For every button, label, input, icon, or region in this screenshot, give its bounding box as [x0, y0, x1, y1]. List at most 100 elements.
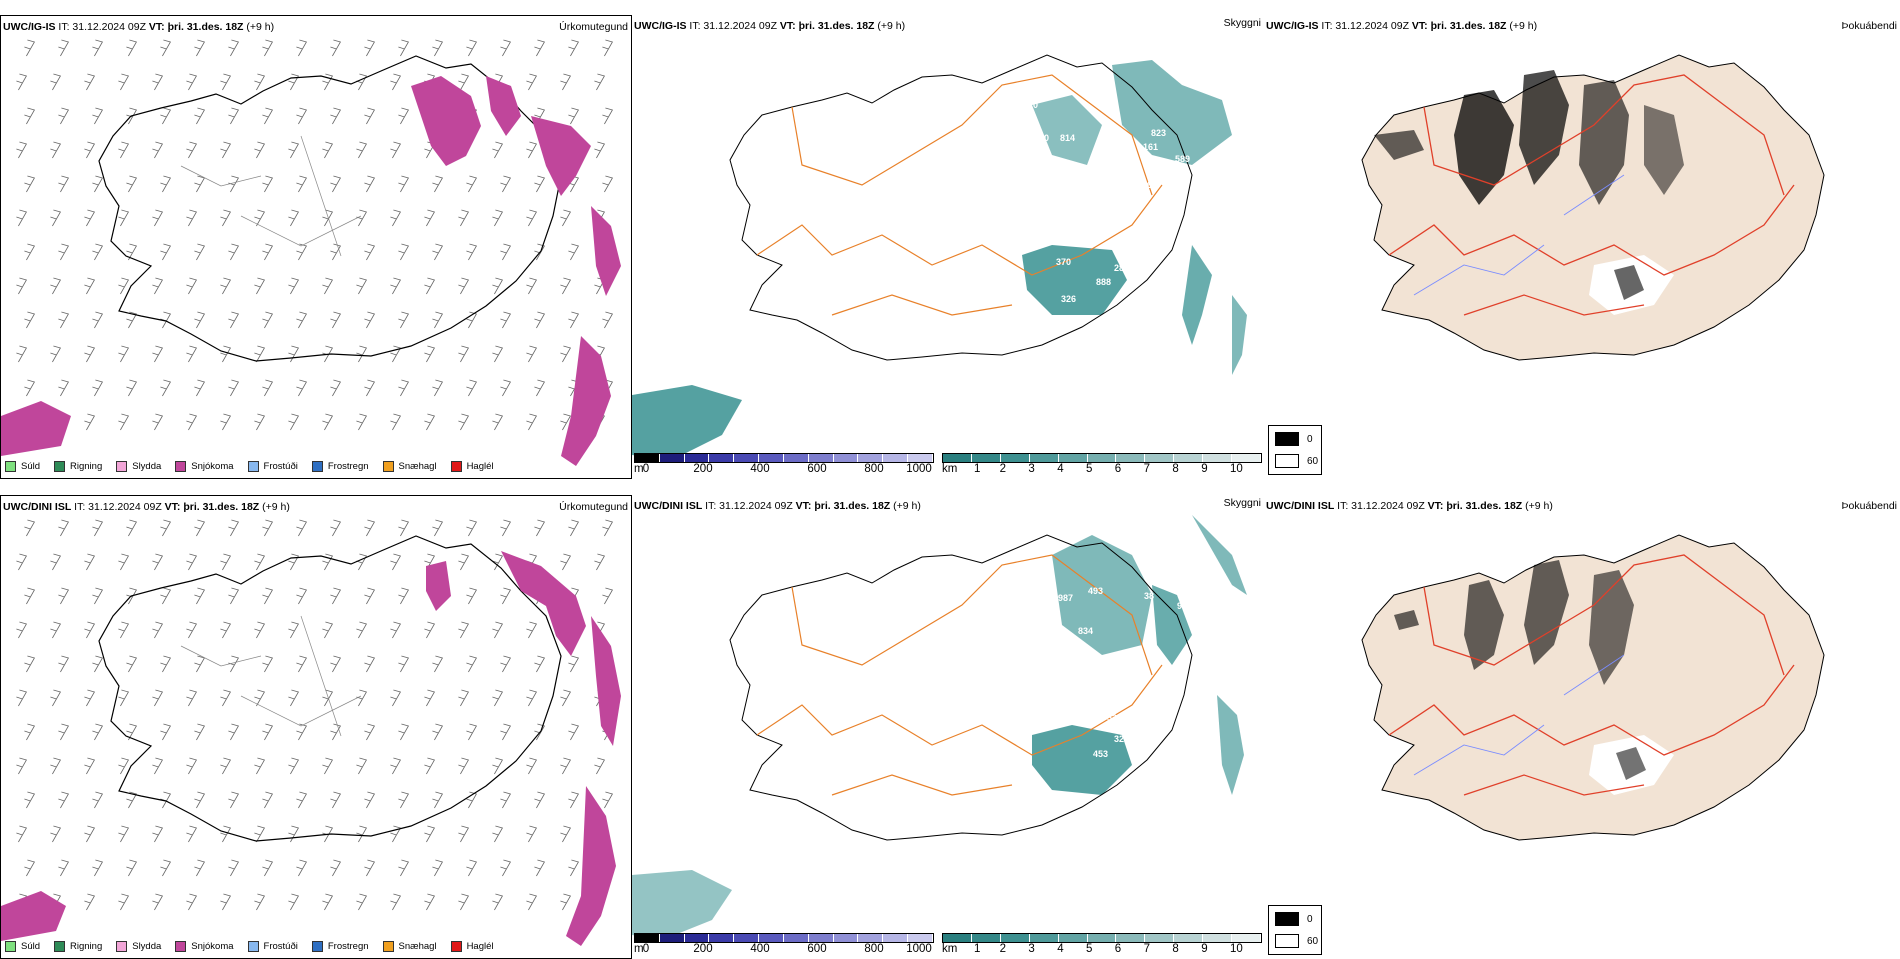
wind-barb [458, 209, 470, 227]
wind-barb [58, 243, 70, 261]
wind-barb [424, 689, 436, 707]
legend-freezing-rain: Frostregn [311, 941, 369, 952]
wind-barb [288, 345, 300, 363]
legend-rain: Rigning [54, 941, 102, 952]
wind-barb [424, 893, 436, 911]
terrain-colorbar-bar [634, 453, 934, 463]
precip-type-panel-top: UWC/IG-IS IT: 31.12.2024 09Z VT: þri. 31… [0, 15, 632, 479]
wind-barb [322, 73, 334, 91]
wind-barb [458, 345, 470, 363]
swatch [116, 941, 128, 952]
wind-barb [118, 277, 130, 295]
wind-barb [152, 689, 164, 707]
wind-barb [220, 209, 232, 227]
wind-barb [458, 621, 470, 639]
wind-barb [92, 107, 104, 125]
wind-barb [364, 723, 376, 741]
wind-barb [492, 825, 504, 843]
wind-barb [118, 345, 130, 363]
wind-barb [50, 757, 62, 775]
wind-barb [288, 621, 300, 639]
wind-barb [594, 73, 606, 91]
panel-title: UWC/DINI ISL IT: 31.12.2024 09Z VT: þri.… [1266, 500, 1553, 512]
wind-barb [364, 519, 376, 537]
wind-barb [194, 379, 206, 397]
cloud-colorbar-bar [942, 453, 1262, 463]
wind-barb [92, 519, 104, 537]
wind-barb [526, 345, 538, 363]
wind-barb [220, 689, 232, 707]
panel-title: UWC/IG-IS IT: 31.12.2024 09Z VT: þri. 31… [3, 21, 275, 33]
wind-barb [126, 175, 138, 193]
wind-barb [432, 379, 444, 397]
wind-barb [254, 141, 266, 159]
swatch [1275, 934, 1299, 948]
wind-barb [58, 655, 70, 673]
wind-barb [24, 723, 36, 741]
wind-barb [254, 209, 266, 227]
wind-barb [364, 379, 376, 397]
label-530: 530 [1034, 133, 1049, 143]
wind-barb [186, 893, 198, 911]
panel-title: UWC/IG-IS IT: 31.12.2024 09Z VT: þri. 31… [634, 20, 906, 32]
precip-type-panel-bottom: UWC/DINI ISL IT: 31.12.2024 09Z VT: þri.… [0, 495, 632, 959]
wind-barb [16, 689, 28, 707]
wind-barb [220, 141, 232, 159]
wind-barb [228, 859, 240, 877]
wind-barb [432, 723, 444, 741]
wind-barbs [16, 39, 614, 431]
wind-barb [194, 175, 206, 193]
wind-barb [424, 345, 436, 363]
wind-barb [296, 243, 308, 261]
wind-barb [296, 175, 308, 193]
wind-barb [458, 413, 470, 431]
wind-barb [254, 277, 266, 295]
wind-barb [534, 791, 546, 809]
wind-barb [500, 311, 512, 329]
wind-barb [92, 587, 104, 605]
wind-barb [466, 859, 478, 877]
wind-barb [364, 175, 376, 193]
wind-barb [160, 859, 172, 877]
wind-barb [364, 655, 376, 673]
panel-name: Þokuábendi [1841, 500, 1897, 512]
wind-barb [322, 893, 334, 911]
label-823: 823 [1151, 128, 1166, 138]
wind-barb [58, 791, 70, 809]
wind-barb [186, 209, 198, 227]
wind-barb [186, 141, 198, 159]
wind-barb [322, 277, 334, 295]
precip-map [1, 39, 621, 466]
wind-barb [364, 859, 376, 877]
wind-barb [16, 141, 28, 159]
wind-barb [602, 311, 614, 329]
visibility-panel-top: UWC/IG-IS IT: 31.12.2024 09Z VT: þri. 31… [632, 15, 1264, 479]
wind-barb [390, 413, 402, 431]
wind-barb [466, 791, 478, 809]
precip-legend: Súld Rigning Slydda Snjókoma Frostúði Fr… [5, 941, 494, 952]
swatch [382, 941, 394, 952]
wind-barb [296, 791, 308, 809]
wind-barb [84, 277, 96, 295]
panel-title: UWC/DINI ISL IT: 31.12.2024 09Z VT: þri.… [3, 501, 290, 513]
wind-barb [526, 757, 538, 775]
wind-barb [160, 107, 172, 125]
wind-barb [152, 621, 164, 639]
wind-barb [526, 893, 538, 911]
wind-barb [560, 209, 572, 227]
wind-barb [220, 621, 232, 639]
wind-barb [364, 107, 376, 125]
wind-barb [254, 757, 266, 775]
wind-barb [466, 243, 478, 261]
wind-barb [160, 379, 172, 397]
wind-barbs [16, 519, 614, 911]
wind-barb [84, 413, 96, 431]
wind-barb [398, 39, 410, 57]
wind-barb [296, 107, 308, 125]
wind-barb [16, 345, 28, 363]
wind-barb [92, 859, 104, 877]
label-987: 987 [1058, 593, 1073, 603]
wind-barb [262, 243, 274, 261]
wind-barb [398, 175, 410, 193]
wind-barb [58, 519, 70, 537]
